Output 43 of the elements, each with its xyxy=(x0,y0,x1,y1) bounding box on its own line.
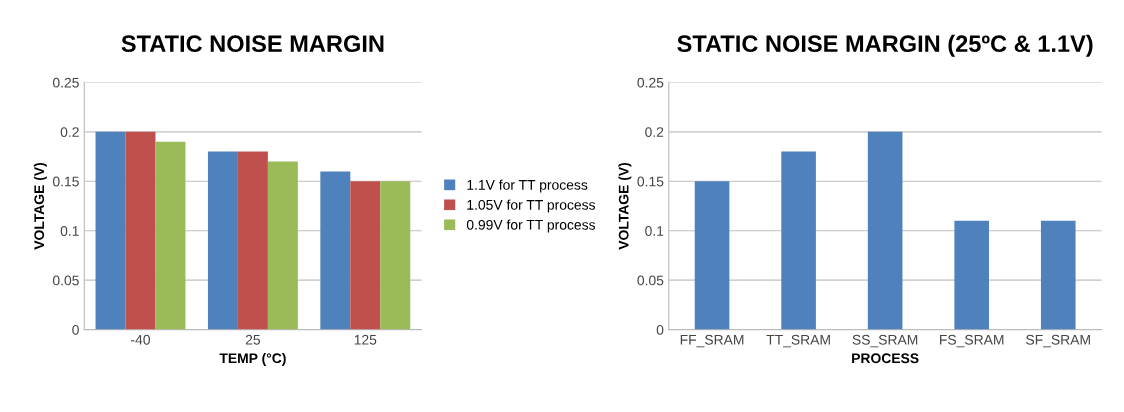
x-tick-label: 25 xyxy=(245,334,261,345)
y-tick-label: 0.05 xyxy=(637,275,664,286)
bar xyxy=(694,181,730,330)
bar xyxy=(781,151,816,330)
bar xyxy=(380,181,411,330)
bar xyxy=(237,151,268,330)
x-tick-label: 125 xyxy=(354,334,377,345)
y-tick-label: 0.25 xyxy=(52,77,79,88)
y-tick-label: 0.15 xyxy=(637,176,664,187)
x-tick-label: -40 xyxy=(131,334,150,345)
y-tick-label: 0.05 xyxy=(52,275,79,286)
x-axis-title: PROCESS xyxy=(852,353,919,364)
y-tick-label: 0.25 xyxy=(637,77,664,88)
bar xyxy=(1040,220,1076,330)
y-tick-label: 0 xyxy=(72,324,79,335)
y-axis-title: VOLTAGE (V) xyxy=(618,162,632,250)
y-tick-label: 0.2 xyxy=(60,127,79,138)
bar xyxy=(954,220,990,330)
y-tick-label: 0 xyxy=(656,324,664,335)
bar xyxy=(207,151,238,330)
bar xyxy=(320,171,351,330)
bar xyxy=(155,141,186,330)
y-tick-label: 0.1 xyxy=(60,226,79,236)
bar xyxy=(95,131,126,330)
bar xyxy=(267,161,298,330)
bar xyxy=(125,131,156,330)
x-axis-title: TEMP (°C) xyxy=(219,352,286,366)
x-tick-label: TT_SRAM xyxy=(766,334,830,348)
y-tick-label: 0.2 xyxy=(645,127,664,138)
x-tick-label: SS_SRAM xyxy=(852,334,918,348)
x-tick-label: SF_SRAM xyxy=(1026,334,1090,348)
bar xyxy=(350,181,381,330)
x-tick-label: FF_SRAM xyxy=(680,334,744,348)
y-axis-title: VOLTAGE (V) xyxy=(33,162,47,250)
x-tick-label: FS_SRAM xyxy=(940,334,1004,348)
legend-label: 1.05V for TT process xyxy=(467,199,596,213)
y-tick-label: 0.1 xyxy=(645,226,664,236)
chart-title: STATIC NOISE MARGIN (25ºC & 1.1V) xyxy=(677,34,1093,57)
legend-label: 1.1V for TT process xyxy=(467,179,588,193)
legend-label: 0.99V for TT process xyxy=(466,219,596,233)
bar xyxy=(867,131,903,330)
y-tick-label: 0.15 xyxy=(52,176,79,187)
chart-title: STATIC NOISE MARGIN xyxy=(121,35,384,53)
